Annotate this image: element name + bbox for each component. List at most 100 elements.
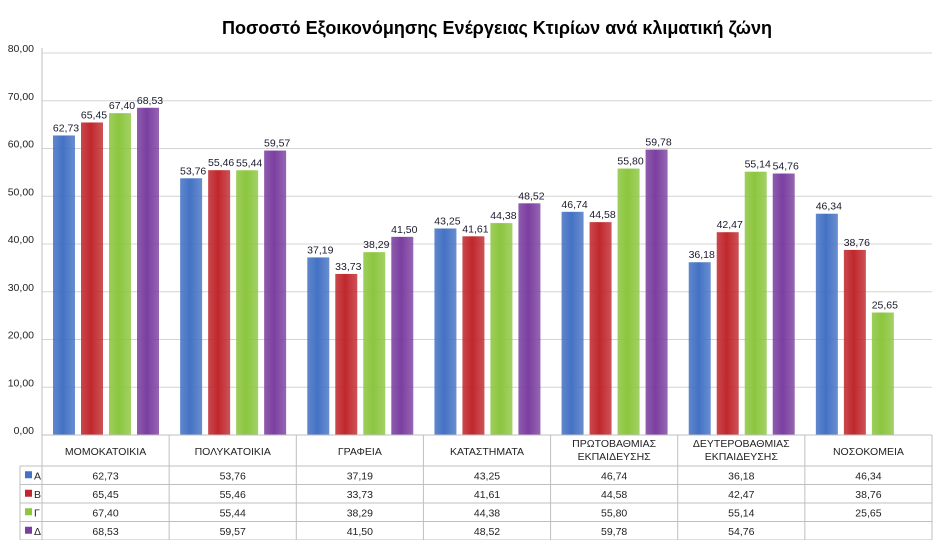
data-label: 44,58	[589, 209, 615, 221]
data-label: 67,40	[109, 100, 135, 112]
data-label: 68,53	[137, 95, 163, 107]
series-name: Α	[34, 470, 41, 482]
table-cell: 55,14	[728, 507, 754, 519]
y-tick-label: 60,00	[8, 139, 34, 151]
data-label: 46,74	[561, 199, 587, 211]
table-cell: 68,53	[92, 526, 118, 538]
data-label: 59,57	[264, 138, 290, 150]
chart-title: Ποσοστό Εξοικονόμησης Ενέργειας Κτιρίων …	[222, 18, 772, 39]
data-label: 55,14	[745, 159, 771, 171]
data-label: 43,25	[434, 215, 460, 227]
table-cell: 41,50	[347, 526, 373, 538]
table-cell: 55,80	[601, 507, 627, 519]
bar	[645, 149, 668, 435]
bars	[53, 107, 894, 436]
bar	[208, 170, 231, 435]
data-label: 33,73	[335, 261, 361, 273]
gridlines	[41, 48, 932, 436]
bar	[871, 312, 894, 435]
data-label: 36,18	[689, 249, 715, 261]
data-label: 55,44	[236, 157, 262, 169]
table-cell: 65,45	[92, 489, 118, 501]
series-name: Γ	[34, 507, 40, 519]
bar	[561, 211, 584, 435]
table-cell: 67,40	[92, 507, 118, 519]
bar	[307, 257, 330, 435]
category-label: ΕΚΠΑΙΔΕΥΣΗΣ	[705, 451, 779, 463]
category-label: ΕΚΠΑΙΔΕΥΣΗΣ	[578, 451, 652, 463]
data-label: 55,80	[617, 156, 643, 168]
table-cell: 46,74	[601, 470, 627, 482]
table-cell: 37,19	[347, 470, 373, 482]
bar	[815, 213, 838, 435]
bar	[843, 249, 866, 435]
data-label: 48,52	[518, 190, 544, 202]
table-cell: 62,73	[92, 470, 118, 482]
table-cell: 46,34	[855, 470, 881, 482]
data-label: 25,65	[872, 300, 898, 312]
category-label: ΠΡΩΤΟΒΑΘΜΙΑΣ	[572, 438, 656, 450]
y-tick-label: 70,00	[8, 91, 34, 103]
legend-swatch	[25, 489, 32, 497]
table-cell: 55,46	[220, 489, 246, 501]
bar	[716, 232, 739, 435]
y-tick-label: 40,00	[8, 234, 34, 246]
bar	[434, 228, 457, 435]
y-tick-label: 30,00	[8, 282, 34, 294]
data-label: 38,29	[363, 239, 389, 251]
y-tick-label: 20,00	[8, 330, 34, 342]
legend-swatch	[25, 508, 32, 516]
bar	[391, 236, 414, 435]
bar	[180, 178, 203, 435]
category-label: ΔΕΥΤΕΡΟΒΑΘΜΙΑΣ	[693, 438, 790, 450]
data-label: 37,19	[307, 244, 333, 256]
category-label: ΓΡΑΦΕΙΑ	[338, 446, 382, 458]
y-tick-label: 80,00	[8, 43, 34, 55]
data-label: 53,76	[180, 165, 206, 177]
data-label: 54,76	[773, 161, 799, 173]
bar	[518, 203, 541, 435]
data-label: 41,50	[391, 224, 417, 236]
bar	[53, 135, 75, 436]
bar	[462, 236, 485, 435]
bar	[617, 168, 640, 435]
data-label: 65,45	[81, 109, 107, 121]
category-label: ΠΟΛΥΚΑΤΟΙΚΙΑ	[195, 446, 271, 458]
data-label: 38,76	[844, 237, 870, 249]
bar	[490, 223, 513, 435]
data-label: 59,78	[645, 137, 671, 149]
bar	[589, 222, 612, 435]
category-label: ΝΟΣΟΚΟΜΕΙΑ	[833, 446, 904, 458]
table-cell: 53,76	[220, 470, 246, 482]
table-cell: 33,73	[347, 489, 373, 501]
data-label: 44,38	[490, 210, 516, 222]
table-cell: 48,52	[474, 526, 500, 538]
legend-swatch	[25, 526, 32, 534]
data-label: 46,34	[816, 201, 842, 213]
bar	[137, 107, 159, 435]
y-tick-label: 50,00	[8, 186, 34, 198]
bar	[264, 150, 287, 435]
table-cell: 44,58	[601, 489, 627, 501]
y-axis-tick-labels: 0,00 10,00 20,00 30,00 40,00 50,00 60,00 70,00 8…	[8, 43, 34, 437]
series-name: Β	[34, 489, 41, 501]
bar	[236, 170, 259, 436]
data-table: ΜΟΜΟΚΑΤΟΙΚΙΑ ΠΟΛΥΚΑΤΟΙΚΙΑ ΓΡΑΦΕΙΑ ΚΑΤΑΣΤΗΜΑ…	[19, 434, 933, 540]
table-cell: 38,76	[855, 489, 881, 501]
y-tick-label: 0,00	[14, 425, 35, 437]
table-cell: 43,25	[474, 470, 500, 482]
bar	[81, 122, 103, 435]
table-cell: 25,65	[855, 507, 881, 519]
data-label: 42,47	[717, 219, 743, 231]
category-label: ΜΟΜΟΚΑΤΟΙΚΙΑ	[65, 446, 146, 458]
table-cell: 44,38	[474, 507, 500, 519]
bar	[688, 262, 711, 435]
table-cell: 42,47	[728, 489, 754, 501]
bar	[744, 171, 767, 436]
table-cell: 36,18	[728, 470, 754, 482]
category-label: ΚΑΤΑΣΤΗΜΑΤΑ	[450, 446, 524, 458]
bar	[335, 273, 358, 435]
data-label: 62,73	[53, 122, 79, 134]
